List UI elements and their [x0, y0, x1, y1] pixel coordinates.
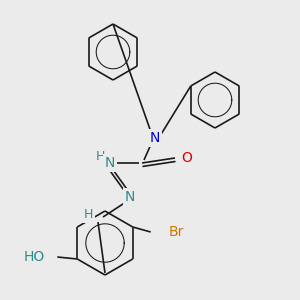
Text: N: N — [105, 156, 115, 170]
Text: Br: Br — [169, 225, 184, 239]
Text: N: N — [125, 190, 135, 204]
Text: N: N — [150, 131, 160, 145]
Text: O: O — [182, 151, 192, 165]
Text: H: H — [83, 208, 93, 221]
Text: HO: HO — [24, 250, 45, 264]
Text: H: H — [95, 149, 105, 163]
